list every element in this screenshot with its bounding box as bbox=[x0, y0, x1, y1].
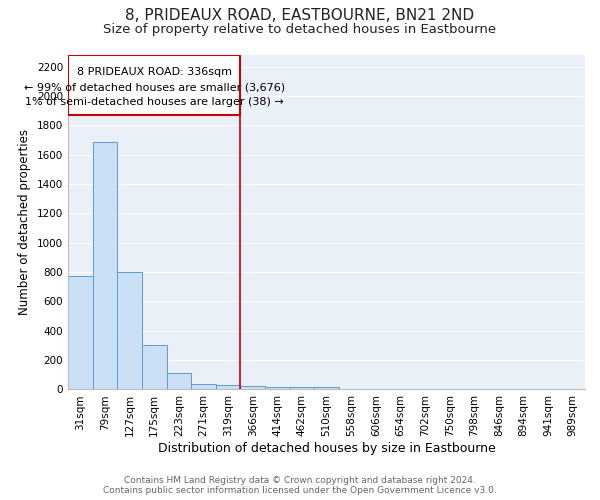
Bar bbox=[241, 386, 265, 390]
Bar bbox=[142, 346, 167, 390]
Bar bbox=[92, 142, 117, 390]
Bar bbox=[265, 387, 290, 390]
Bar bbox=[290, 388, 314, 390]
Bar bbox=[191, 384, 216, 390]
Bar bbox=[68, 276, 92, 390]
Text: Contains HM Land Registry data © Crown copyright and database right 2024.
Contai: Contains HM Land Registry data © Crown c… bbox=[103, 476, 497, 495]
Y-axis label: Number of detached properties: Number of detached properties bbox=[19, 129, 31, 315]
Text: 8 PRIDEAUX ROAD: 336sqm: 8 PRIDEAUX ROAD: 336sqm bbox=[77, 67, 232, 77]
Bar bbox=[117, 272, 142, 390]
Text: 8, PRIDEAUX ROAD, EASTBOURNE, BN21 2ND: 8, PRIDEAUX ROAD, EASTBOURNE, BN21 2ND bbox=[125, 8, 475, 22]
Bar bbox=[68, 55, 241, 115]
Text: 1% of semi-detached houses are larger (38) →: 1% of semi-detached houses are larger (3… bbox=[25, 97, 284, 107]
Text: ← 99% of detached houses are smaller (3,676): ← 99% of detached houses are smaller (3,… bbox=[23, 82, 285, 92]
Bar bbox=[167, 372, 191, 390]
Text: Size of property relative to detached houses in Eastbourne: Size of property relative to detached ho… bbox=[103, 22, 497, 36]
X-axis label: Distribution of detached houses by size in Eastbourne: Distribution of detached houses by size … bbox=[158, 442, 496, 455]
Bar bbox=[216, 386, 241, 390]
Bar bbox=[314, 386, 339, 390]
